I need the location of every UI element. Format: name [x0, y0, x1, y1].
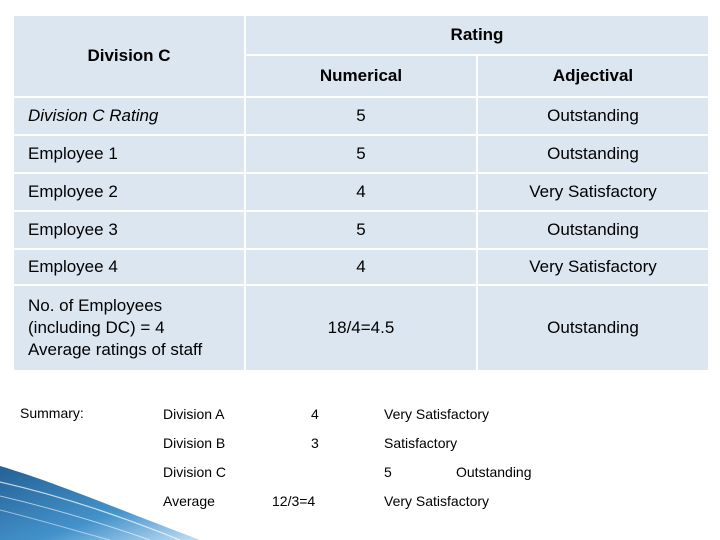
summary-numerical: 5 — [384, 463, 392, 481]
row-label-text: Employee 1 — [28, 144, 118, 163]
summary-numerical-text: 4 — [311, 406, 319, 422]
adjectival-value: Very Satisfactory — [529, 257, 657, 276]
table-row-label: Employee 2 — [14, 174, 244, 210]
adjectival-value: Outstanding — [547, 144, 639, 163]
table-row-label: Division C Rating — [14, 98, 244, 134]
summary-label-line1: No. of Employees — [28, 296, 163, 315]
summary-division: Average — [163, 492, 215, 510]
summary-division-text: Division C — [163, 464, 227, 480]
table-row-label: Employee 1 — [14, 136, 244, 172]
division-c-header: Division C — [14, 16, 244, 96]
summary-numerical: 4 — [311, 405, 319, 423]
row-label-text: Employee 3 — [28, 220, 118, 239]
table-row-numerical: 4 — [246, 250, 476, 284]
table-row-adjectival: Outstanding — [478, 136, 708, 172]
summary-adjectival-text: Satisfactory — [384, 435, 458, 451]
table-row-adjectival: Outstanding — [478, 98, 708, 134]
summary-numerical-text: 12/3=4 — [272, 493, 316, 509]
table-row-numerical: 5 — [246, 136, 476, 172]
adjectival-value: Very Satisfactory — [529, 182, 657, 201]
staff-average-label: No. of Employees (including DC) = 4 Aver… — [14, 286, 244, 370]
summary-division: Division B — [163, 434, 225, 452]
table-row-adjectival: Very Satisfactory — [478, 174, 708, 210]
summary-adjectival: Outstanding — [456, 463, 532, 481]
table-row-numerical: 5 — [246, 98, 476, 134]
staff-average-adjectival: Outstanding — [478, 286, 708, 370]
summary-numerical-text: 3 — [311, 435, 319, 451]
table-row-adjectival: Very Satisfactory — [478, 250, 708, 284]
summary-division: Division C — [163, 463, 226, 481]
table-row-numerical: 4 — [246, 174, 476, 210]
numerical-header: Numerical — [246, 56, 476, 96]
adjectival-header: Adjectival — [478, 56, 708, 96]
decorative-swoosh — [0, 466, 200, 540]
summary-adjectival: Very Satisfactory — [384, 405, 489, 423]
numerical-value: 4 — [356, 257, 366, 276]
summary-numerical-text: 5 — [384, 464, 392, 480]
table-row-label: Employee 3 — [14, 212, 244, 248]
table-row-label: Employee 4 — [14, 250, 244, 284]
summary-label-line2: (including DC) = 4 — [28, 318, 165, 337]
summary-numerical-value: 18/4=4.5 — [327, 318, 395, 337]
table-row-adjectival: Outstanding — [478, 212, 708, 248]
rating-header: Rating — [246, 16, 708, 54]
summary-division: Division A — [163, 405, 224, 423]
row-label-text: Division C Rating — [28, 106, 159, 125]
numerical-value: 5 — [356, 220, 366, 239]
summary-numerical: 12/3=4 — [272, 492, 315, 510]
summary-label-line3: Average ratings of staff — [28, 340, 203, 359]
summary-adjectival-value: Outstanding — [547, 318, 639, 337]
numerical-value: 5 — [356, 144, 366, 163]
summary-adjectival-text: Very Satisfactory — [384, 493, 490, 509]
adjectival-value: Outstanding — [547, 220, 639, 239]
summary-adjectival: Satisfactory — [384, 434, 457, 452]
row-label-text: Employee 2 — [28, 182, 118, 201]
adjectival-value: Outstanding — [547, 106, 639, 125]
rating-header-label: Rating — [450, 25, 504, 44]
numerical-value: 5 — [356, 106, 366, 125]
summary-numerical: 3 — [311, 434, 319, 452]
adjectival-header-label: Adjectival — [552, 66, 634, 85]
numerical-header-label: Numerical — [319, 66, 403, 85]
staff-average-numerical: 18/4=4.5 — [246, 286, 476, 370]
numerical-value: 4 — [356, 182, 366, 201]
summary-division-text: Division A — [163, 406, 225, 422]
summary-adjectival-text: Very Satisfactory — [384, 406, 490, 422]
table-row-numerical: 5 — [246, 212, 476, 248]
summary-adjectival-text: Outstanding — [456, 464, 532, 480]
summary-division-text: Average — [163, 493, 215, 509]
summary-title-text: Summary: — [20, 405, 84, 421]
division-c-header-label: Division C — [87, 46, 171, 65]
summary-title: Summary: — [20, 404, 84, 422]
row-label-text: Employee 4 — [28, 257, 118, 276]
summary-adjectival: Very Satisfactory — [384, 492, 489, 510]
summary-division-text: Division B — [163, 435, 226, 451]
